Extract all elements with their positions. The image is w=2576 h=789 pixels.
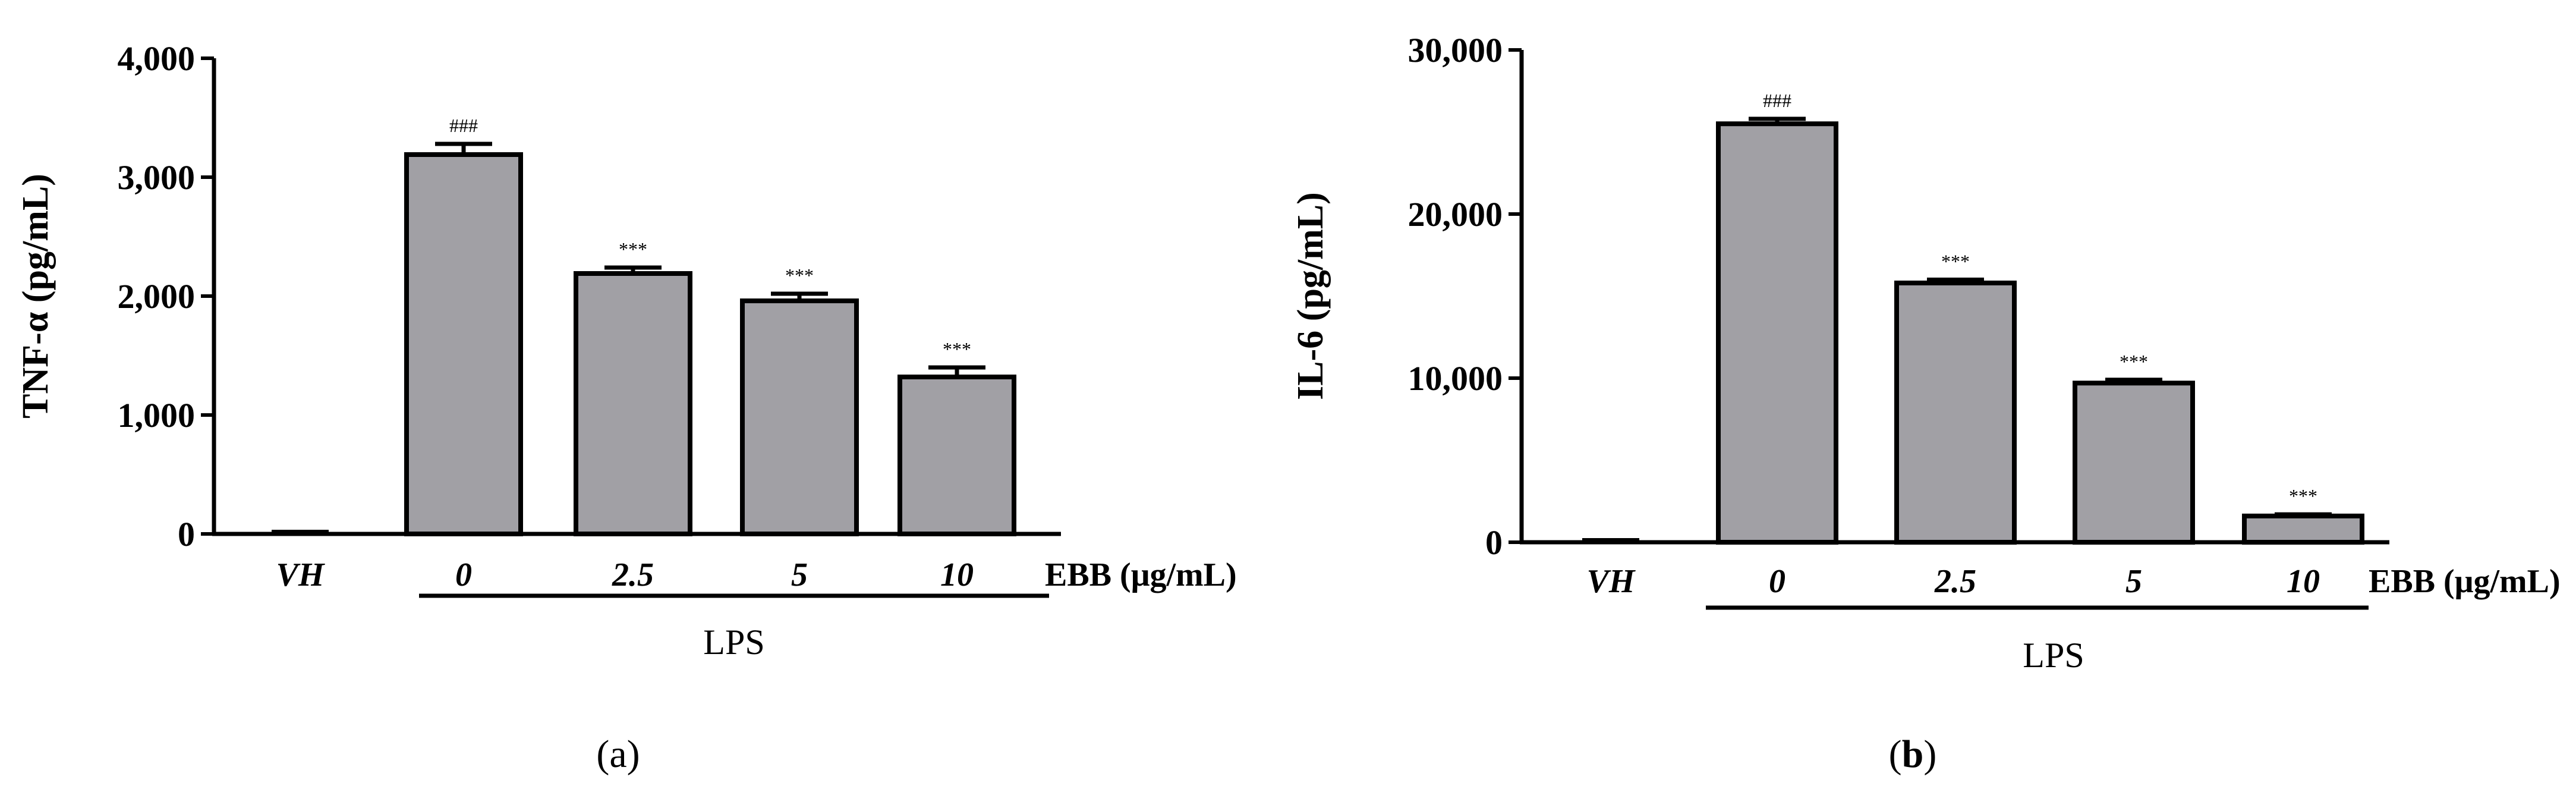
y-axis-title: TNF-α (pg/mL) <box>15 174 56 419</box>
x-tick-label: 2.5 <box>612 557 654 593</box>
panel-label: (b) <box>1889 733 1937 776</box>
panel-label: (a) <box>596 733 640 776</box>
x-tick-label: VH <box>276 557 325 593</box>
x-tick-label: 5 <box>2125 563 2142 600</box>
y-tick-label: 0 <box>1485 523 1503 562</box>
panel-a-chart: 0 1,000 2,000 3,000 4,000 TNF-α (pg/mL) VH ### 0… <box>15 39 1237 776</box>
y-tick-label: 30,000 <box>1408 31 1503 70</box>
significance-mark: *** <box>2120 351 2148 372</box>
significance-mark: ### <box>449 115 478 136</box>
y-tick-label: 1,000 <box>118 396 196 435</box>
bar <box>897 375 1016 536</box>
y-tick-label: 10,000 <box>1408 359 1503 398</box>
x-axis-unit-label: EBB (μg/mL) <box>1045 557 1237 593</box>
bar <box>1716 121 1838 545</box>
y-tick-label: 0 <box>178 515 195 554</box>
significance-mark: ### <box>1763 90 1791 111</box>
x-tick-label: 0 <box>455 557 472 593</box>
y-tick-label: 3,000 <box>118 158 196 197</box>
bar <box>574 271 692 536</box>
significance-mark: *** <box>619 238 647 260</box>
significance-mark: *** <box>943 338 971 360</box>
panel-b-chart: 0 10,000 20,000 30,000 IL-6 (pg/mL) VH ### 0 ***… <box>1290 31 2561 776</box>
significance-mark: *** <box>2289 485 2317 507</box>
x-tick-label: 2.5 <box>1934 563 1976 600</box>
y-tick-label: 20,000 <box>1408 195 1503 234</box>
bar <box>404 152 523 536</box>
x-tick-label: 10 <box>940 557 974 593</box>
significance-mark: *** <box>785 265 814 286</box>
x-tick-label: 0 <box>1769 563 1785 600</box>
significance-mark: *** <box>1941 250 1970 272</box>
bar <box>2073 381 2195 545</box>
group-label: LPS <box>703 623 764 662</box>
bar <box>2242 513 2364 545</box>
y-tick-label: 4,000 <box>118 39 196 78</box>
bar <box>1894 280 2017 545</box>
y-axis-title: IL-6 (pg/mL) <box>1290 192 1331 400</box>
x-tick-label: 5 <box>791 557 808 593</box>
x-tick-label: 10 <box>2287 563 2320 600</box>
y-tick-label: 2,000 <box>118 277 196 316</box>
group-label: LPS <box>2023 636 2084 675</box>
bar <box>740 298 859 536</box>
x-axis-unit-label: EBB (μg/mL) <box>2369 563 2561 600</box>
x-tick-label: VH <box>1587 563 1636 600</box>
